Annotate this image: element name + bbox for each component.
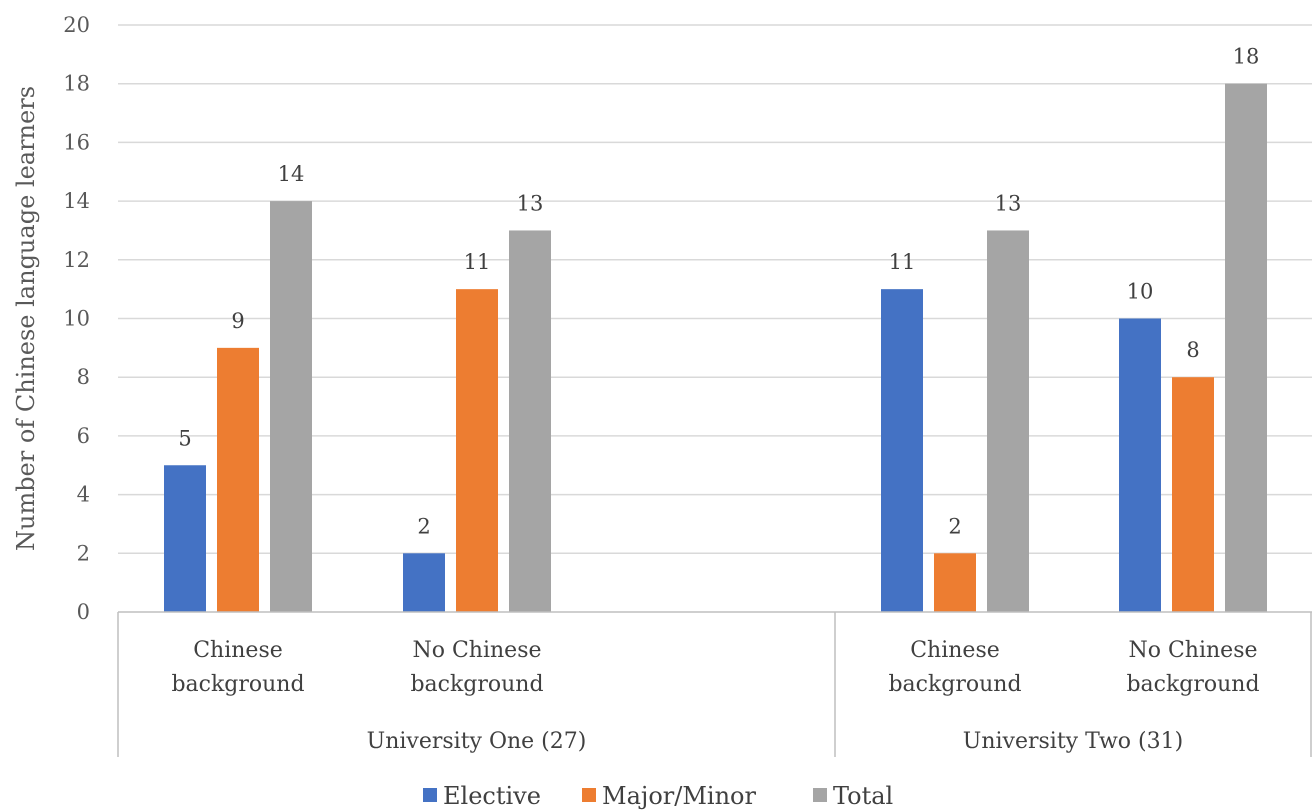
group-label: University Two (31)	[963, 729, 1183, 754]
bar-major-minor	[217, 347, 259, 612]
legend-label: Elective	[443, 782, 541, 810]
category-label: No Chinese background	[1126, 638, 1259, 697]
legend-swatch	[813, 788, 827, 802]
legend: Elective Major/Minor Total	[423, 782, 893, 810]
y-tick-label: 12	[63, 248, 90, 272]
category-label: Chinese background	[888, 638, 1021, 697]
y-tick-label: 14	[63, 189, 90, 213]
y-axis-title: Number of Chinese language learners	[12, 86, 40, 551]
bar-elective	[881, 289, 923, 612]
bar-major-minor	[934, 553, 976, 612]
bar-total	[987, 230, 1029, 612]
legend-swatch	[423, 788, 437, 802]
bar-total	[1225, 83, 1267, 612]
data-label: 10	[1127, 280, 1154, 304]
y-tick-label: 0	[77, 600, 90, 624]
data-label: 18	[1233, 45, 1260, 69]
data-label: 13	[995, 191, 1022, 215]
legend-label: Major/Minor	[602, 782, 756, 810]
y-tick-label: 8	[77, 365, 90, 389]
category-axis	[117, 611, 1312, 757]
y-tick-label: 16	[63, 130, 90, 154]
gridlines	[118, 24, 1312, 555]
data-label: 14	[278, 162, 305, 186]
bar-total	[270, 201, 312, 612]
bars	[164, 83, 1267, 612]
bar-major-minor	[1172, 377, 1214, 612]
category-label: No Chinese background	[410, 638, 543, 697]
y-tick-label: 2	[77, 541, 90, 565]
data-label: 11	[889, 250, 916, 274]
data-label: 8	[1186, 338, 1199, 362]
y-tick-label: 4	[77, 483, 90, 507]
legend-label: Total	[833, 782, 893, 810]
data-label: 5	[178, 426, 191, 450]
bar-major-minor	[456, 289, 498, 612]
data-label: 11	[464, 250, 491, 274]
data-label: 2	[948, 514, 961, 538]
labels: 0 2 4 6 8 10 12 14 16 18 20 Number of Chinese langu…	[12, 13, 1260, 754]
bar-elective	[403, 553, 445, 612]
group-label: University One (27)	[367, 729, 587, 754]
y-tick-label: 10	[63, 307, 90, 331]
bar-total	[509, 230, 551, 612]
bar-elective	[1119, 318, 1161, 612]
y-tick-label: 6	[77, 424, 90, 448]
legend-swatch	[582, 788, 596, 802]
y-tick-label: 18	[63, 72, 90, 96]
y-tick-label: 20	[63, 13, 90, 37]
data-label: 13	[517, 191, 544, 215]
data-label: 9	[231, 309, 244, 333]
category-label: Chinese background	[171, 638, 304, 697]
bar-elective	[164, 465, 206, 612]
data-label: 2	[417, 514, 430, 538]
